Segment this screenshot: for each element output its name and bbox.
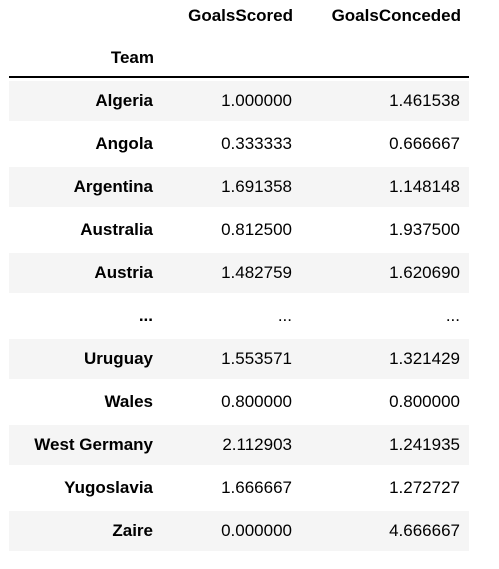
row-index-cell: Austria (94, 263, 153, 282)
table-row: Zaire 0.000000 4.666667 (9, 511, 469, 551)
table-row: Austria 1.482759 1.620690 (9, 253, 469, 293)
index-name-header: Team (110, 48, 154, 67)
table-row: Wales 0.800000 0.800000 (9, 382, 469, 422)
row-index-cell: Wales (104, 392, 153, 411)
row-index-cell: Zaire (112, 521, 153, 540)
goals-scored-cell: 1.666667 (221, 478, 292, 497)
row-index-cell: Angola (95, 134, 153, 153)
row-index-cell: Algeria (95, 91, 153, 110)
goals-conceded-cell: 0.666667 (389, 134, 460, 153)
goals-conceded-cell: 1.937500 (389, 220, 460, 239)
table-row: Australia 0.812500 1.937500 (9, 210, 469, 250)
index-header-row: Team (0, 44, 499, 72)
goals-scored-cell: ... (277, 306, 292, 325)
table-row: ......... (9, 296, 469, 336)
table-row: Yugoslavia 1.666667 1.272727 (9, 468, 469, 508)
goals-conceded-cell: 0.800000 (389, 392, 460, 411)
goals-scored-cell: 0.333333 (221, 134, 292, 153)
column-header-goals-scored: GoalsScored (188, 6, 293, 25)
goals-scored-cell: 0.800000 (221, 392, 292, 411)
table-row: Algeria 1.000000 1.461538 (9, 81, 469, 121)
row-index-cell: Uruguay (84, 349, 153, 368)
goals-scored-cell: 2.112903 (222, 435, 292, 454)
table-row: West Germany 2.112903 1.241935 (9, 425, 469, 465)
table-row: Uruguay 1.553571 1.321429 (9, 339, 469, 379)
goals-scored-cell: 1.553571 (221, 349, 292, 368)
row-index-cell: ... (138, 306, 153, 325)
goals-conceded-cell: 1.272727 (389, 478, 460, 497)
row-index-cell: Yugoslavia (64, 478, 153, 497)
goals-conceded-cell: 1.321429 (389, 349, 460, 368)
goals-scored-cell: 0.812500 (221, 220, 292, 239)
table-row: Argentina 1.691358 1.148148 (9, 167, 469, 207)
row-index-cell: Australia (80, 220, 153, 239)
row-index-cell: West Germany (34, 435, 153, 454)
goals-scored-cell: 0.000000 (221, 521, 292, 540)
row-index-cell: Argentina (73, 177, 153, 196)
column-header-goals-conceded: GoalsConceded (331, 6, 461, 25)
header-divider (9, 76, 469, 78)
goals-scored-cell: 1.691358 (221, 177, 292, 196)
goals-conceded-cell: 1.620690 (389, 263, 460, 282)
goals-conceded-cell: 1.148148 (389, 177, 460, 196)
goals-conceded-cell: ... (445, 306, 460, 325)
goals-conceded-cell: 1.461538 (389, 91, 460, 110)
goals-scored-cell: 1.482759 (221, 263, 292, 282)
goals-scored-cell: 1.000000 (221, 91, 292, 110)
goals-conceded-cell: 4.666667 (389, 521, 460, 540)
goals-conceded-cell: 1.241935 (389, 435, 460, 454)
column-header-row: GoalsScored GoalsConceded (0, 2, 499, 30)
table-row: Angola 0.333333 0.666667 (9, 124, 469, 164)
